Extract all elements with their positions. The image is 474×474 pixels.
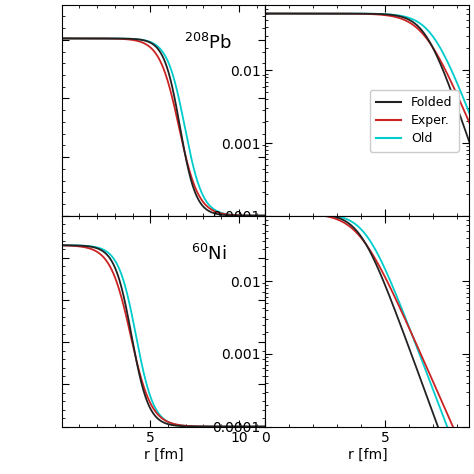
X-axis label: r [fm]: r [fm]	[347, 448, 387, 462]
X-axis label: r [fm]: r [fm]	[144, 448, 183, 462]
Legend: Folded, Exper., Old: Folded, Exper., Old	[370, 90, 459, 152]
Text: $^{60}$Ni: $^{60}$Ni	[191, 244, 226, 264]
Text: $^{208}$Pb: $^{208}$Pb	[184, 33, 232, 53]
